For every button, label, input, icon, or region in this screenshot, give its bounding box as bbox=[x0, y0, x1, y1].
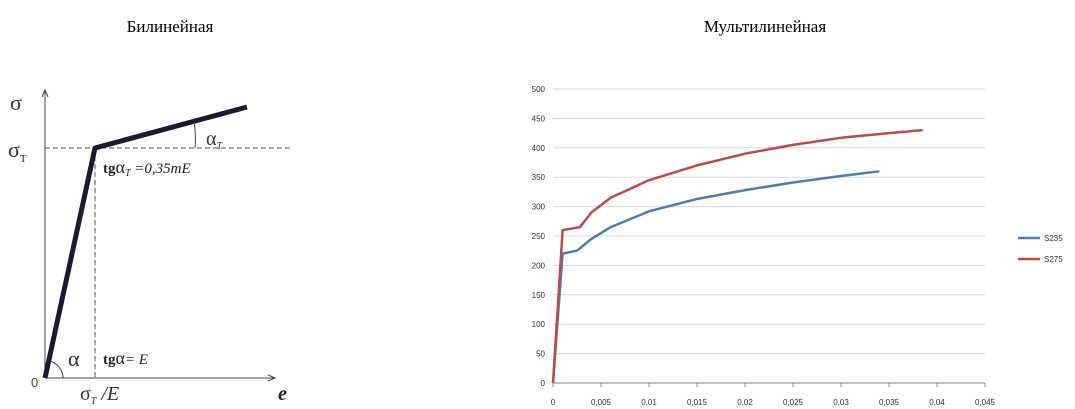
diagram-title: Билинейная bbox=[127, 17, 214, 36]
y-tick-label: 100 bbox=[532, 320, 546, 329]
text: σ bbox=[8, 137, 20, 162]
y-tick-label: 300 bbox=[532, 203, 546, 212]
x-tick-label: 0,045 bbox=[975, 398, 996, 407]
text: /E bbox=[96, 383, 119, 405]
x-tick-label: 0,04 bbox=[929, 398, 945, 407]
legend-label: S275 bbox=[1044, 255, 1063, 264]
x-tick-label: 0,015 bbox=[687, 398, 708, 407]
x-tick-label: 0,005 bbox=[591, 398, 612, 407]
x-tick-label: 0,03 bbox=[833, 398, 849, 407]
line-chart: 0 50 100 150 200 250 300 350 400 450 500 0 0,005 0,01… bbox=[532, 85, 1064, 407]
legend-label: S235 bbox=[1044, 234, 1063, 243]
alpha-t-label: αT bbox=[206, 128, 223, 152]
y-tick-label: 200 bbox=[532, 261, 546, 270]
x-tick-label: 0,02 bbox=[737, 398, 753, 407]
e-label: e bbox=[278, 383, 287, 405]
x-tick-label: 0,01 bbox=[641, 398, 657, 407]
origin-label: 0 bbox=[31, 375, 38, 390]
y-tick-label: 350 bbox=[532, 173, 546, 182]
text: T bbox=[125, 168, 132, 179]
bilinear-diagram: σ σT 0 α tgα= E αT tgαT =0,35mE σT /E e bbox=[8, 90, 290, 407]
text: α bbox=[116, 157, 126, 177]
text: = E bbox=[125, 352, 148, 368]
tg-alpha-label: tgα= E bbox=[103, 348, 148, 368]
angle-arc bbox=[193, 121, 196, 149]
y-tick-label: 250 bbox=[532, 232, 546, 241]
alpha-label: α bbox=[68, 346, 80, 371]
text: T bbox=[20, 153, 27, 165]
y-tick-label: 400 bbox=[532, 144, 546, 153]
angle-arc bbox=[49, 360, 64, 379]
chart-title: Мультилинейная bbox=[704, 17, 827, 36]
x-tick-label: 0,025 bbox=[783, 398, 804, 407]
x-tick-label: 0 bbox=[551, 398, 556, 407]
x-tick-label: 0,035 bbox=[879, 398, 900, 407]
y-tick-label: 500 bbox=[532, 85, 546, 94]
text: α bbox=[116, 348, 126, 368]
sigma-t-label: σT bbox=[8, 137, 27, 165]
y-tick-label: 50 bbox=[536, 350, 545, 359]
text: α bbox=[206, 128, 217, 150]
bilinear-line bbox=[42, 104, 248, 379]
text: tg bbox=[103, 161, 116, 177]
tg-alpha-t-label: tgαT =0,35mE bbox=[103, 157, 191, 179]
text: =0,35mE bbox=[131, 161, 191, 177]
text: T bbox=[91, 396, 98, 407]
sigma-label: σ bbox=[10, 90, 22, 115]
y-tick-label: 0 bbox=[541, 379, 546, 388]
y-tick-label: 450 bbox=[532, 114, 546, 123]
text: tg bbox=[103, 352, 116, 368]
series-line bbox=[551, 128, 923, 384]
series-line bbox=[551, 170, 880, 384]
yield-strain-label: σT /E bbox=[80, 383, 119, 407]
text: T bbox=[216, 141, 223, 152]
y-tick-label: 150 bbox=[532, 291, 546, 300]
text: σ bbox=[80, 383, 91, 405]
